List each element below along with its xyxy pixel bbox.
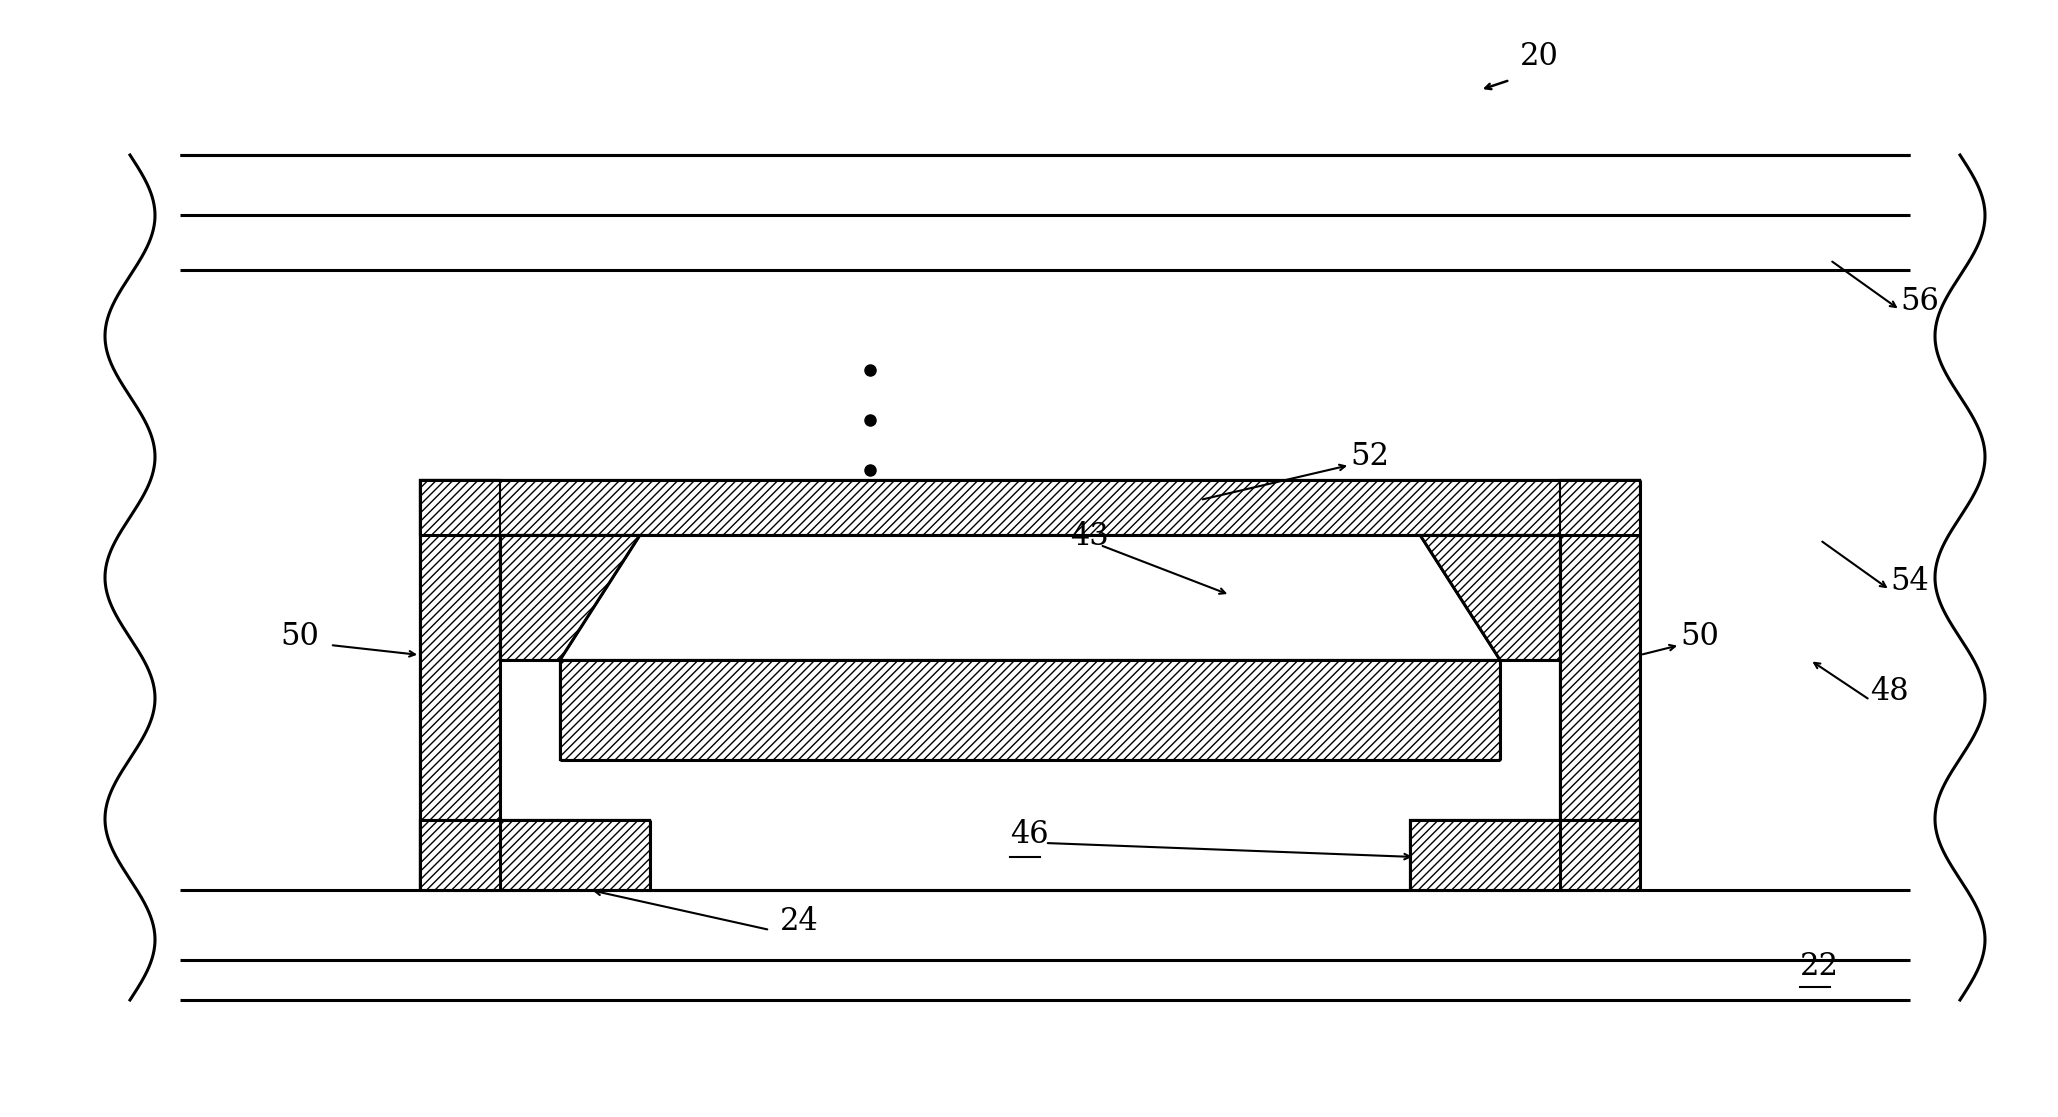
- Bar: [420, 480, 1640, 535]
- Bar: [420, 480, 500, 890]
- Polygon shape: [1420, 535, 1560, 660]
- Polygon shape: [420, 480, 1640, 890]
- Text: 46: 46: [1010, 819, 1050, 850]
- Text: 22: 22: [1801, 951, 1840, 982]
- Bar: [560, 660, 1500, 760]
- Text: 52: 52: [1350, 441, 1389, 472]
- Polygon shape: [500, 535, 640, 660]
- Polygon shape: [1420, 535, 1560, 660]
- Polygon shape: [500, 660, 560, 820]
- Bar: [420, 820, 650, 890]
- Polygon shape: [1410, 535, 1560, 820]
- Text: 54: 54: [1889, 566, 1928, 596]
- Bar: [420, 480, 500, 890]
- Bar: [1560, 480, 1640, 890]
- Bar: [1560, 480, 1640, 890]
- Polygon shape: [560, 535, 1500, 660]
- Text: 48: 48: [1871, 676, 1908, 707]
- Polygon shape: [500, 535, 640, 660]
- Bar: [1410, 820, 1640, 890]
- Text: 50: 50: [1679, 621, 1718, 652]
- Bar: [420, 820, 650, 890]
- Polygon shape: [1500, 660, 1560, 820]
- Text: 20: 20: [1521, 41, 1558, 71]
- Bar: [560, 660, 1500, 760]
- Polygon shape: [500, 535, 650, 820]
- Bar: [420, 480, 1640, 535]
- Text: 24: 24: [780, 906, 819, 937]
- Text: 43: 43: [1070, 521, 1109, 552]
- Bar: [1410, 820, 1640, 890]
- Text: 50: 50: [280, 621, 319, 652]
- Polygon shape: [500, 535, 650, 820]
- Text: 56: 56: [1900, 286, 1939, 317]
